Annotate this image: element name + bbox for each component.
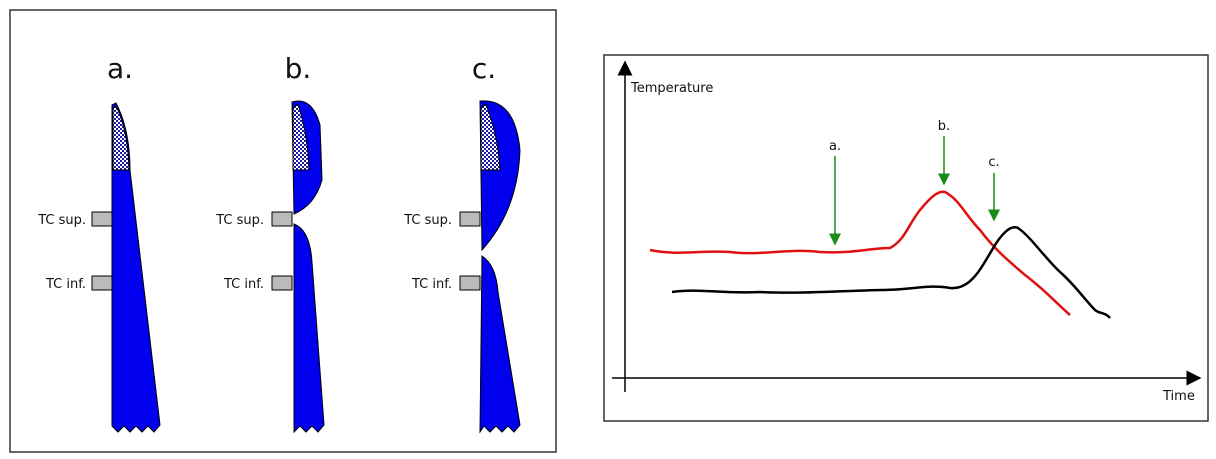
tc-sensor <box>91 275 113 291</box>
tc-sensor <box>91 211 113 227</box>
tc-sup-label: TC sup. <box>37 213 86 228</box>
tc-sensor <box>459 211 481 227</box>
column-shape <box>293 223 325 434</box>
x-axis-label: Time <box>1162 389 1195 404</box>
column-label: a. <box>107 52 133 85</box>
marker-label: c. <box>988 155 999 170</box>
tc-sup-label: TC sup. <box>215 213 264 228</box>
marker-label: a. <box>829 139 841 154</box>
hatched-region <box>480 103 501 171</box>
column-b: b. TC sup. TC inf. <box>215 52 325 434</box>
right-frame <box>603 54 1209 422</box>
black-curve <box>671 225 1111 319</box>
column-label: b. <box>285 52 312 85</box>
hatched-region <box>112 105 130 171</box>
tc-sup-label: TC sup. <box>403 213 452 228</box>
hatched-region <box>292 103 310 171</box>
y-axis-label: Temperature <box>630 81 713 96</box>
column-c: c. TC sup. TC inf. <box>403 52 521 434</box>
tc-sensor <box>271 211 293 227</box>
column-shape <box>111 102 161 433</box>
column-label: c. <box>472 52 496 85</box>
column-shape <box>479 255 521 434</box>
tc-sensor <box>459 275 481 291</box>
tc-inf-label: TC inf. <box>45 277 86 292</box>
column-a: a. TC sup. TC inf. <box>37 52 161 433</box>
left-frame <box>9 9 557 453</box>
tc-inf-label: TC inf. <box>223 277 264 292</box>
tc-inf-label: TC inf. <box>411 277 452 292</box>
red-curve <box>649 190 1071 316</box>
tc-sensor <box>271 275 293 291</box>
marker-label: b. <box>938 119 950 134</box>
